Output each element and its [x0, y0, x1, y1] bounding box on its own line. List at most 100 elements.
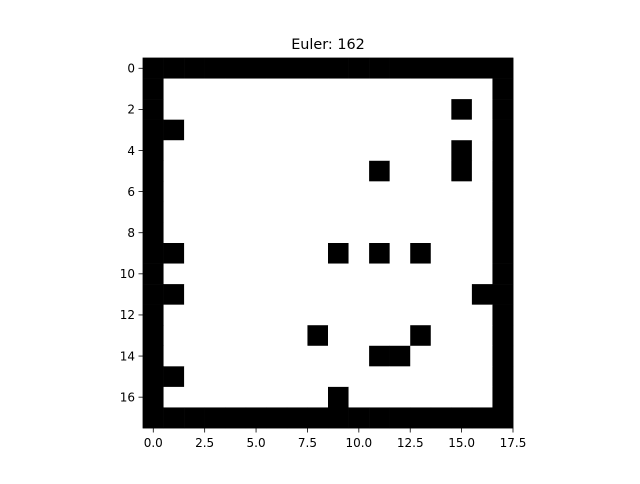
- heatmap-cell-9-16: [472, 243, 493, 264]
- heatmap-cell-10-16: [472, 264, 493, 285]
- heatmap-cell-11-5: [246, 284, 267, 305]
- heatmap-cell-3-3: [205, 120, 226, 141]
- heatmap-cell-5-12: [390, 161, 411, 182]
- heatmap-cell-3-5: [246, 120, 267, 141]
- heatmap-cell-8-4: [225, 222, 246, 243]
- heatmap-cell-11-9: [328, 284, 349, 305]
- heatmap-cell-3-9: [328, 120, 349, 141]
- heatmap-cell-1-6: [266, 79, 287, 100]
- heatmap-cell-16-3: [205, 387, 226, 408]
- heatmap-cell-8-17: [492, 222, 513, 243]
- x-axis: 0.0 2.5 5.0 7.5 10.0 12.5 15.0 17.5: [144, 428, 527, 450]
- heatmap-cell-2-5: [246, 99, 267, 120]
- heatmap-cell-5-11: [369, 161, 390, 182]
- heatmap-cell-16-8: [307, 387, 328, 408]
- heatmap-cell-14-11: [369, 346, 390, 367]
- heatmap-cell-7-16: [472, 202, 493, 223]
- heatmap-cell-9-3: [205, 243, 226, 264]
- heatmap-cell-5-10: [349, 161, 370, 182]
- heatmap-cell-3-13: [410, 120, 431, 141]
- heatmap-cell-3-1: [164, 120, 185, 141]
- heatmap-cell-8-2: [184, 222, 205, 243]
- heatmap-cell-17-16: [472, 407, 493, 428]
- heatmap-cell-11-16: [472, 284, 493, 305]
- heatmap-cell-5-6: [266, 161, 287, 182]
- heatmap-cell-11-14: [431, 284, 452, 305]
- heatmap-cell-2-7: [287, 99, 308, 120]
- heatmap-cell-1-16: [472, 79, 493, 100]
- heatmap-cell-13-15: [451, 325, 472, 346]
- heatmap-cell-3-15: [451, 120, 472, 141]
- heatmap-cell-16-5: [246, 387, 267, 408]
- heatmap-cell-12-3: [205, 305, 226, 326]
- heatmap-cell-10-8: [307, 264, 328, 285]
- heatmap-cell-5-4: [225, 161, 246, 182]
- heatmap-cell-7-6: [266, 202, 287, 223]
- heatmap-cell-3-16: [472, 120, 493, 141]
- heatmap-cell-16-11: [369, 387, 390, 408]
- heatmap-cell-13-17: [492, 325, 513, 346]
- heatmap-cell-12-11: [369, 305, 390, 326]
- heatmap-cell-16-7: [287, 387, 308, 408]
- heatmap-cell-0-2: [184, 58, 205, 79]
- heatmap-cell-11-0: [143, 284, 164, 305]
- heatmap-cell-6-2: [184, 181, 205, 202]
- y-tick-label: 10: [120, 267, 135, 281]
- heatmap-cell-6-3: [205, 181, 226, 202]
- heatmap-cell-2-0: [143, 99, 164, 120]
- heatmap-cell-1-7: [287, 79, 308, 100]
- heatmap-cell-15-17: [492, 366, 513, 387]
- heatmap-cell-12-0: [143, 305, 164, 326]
- heatmap-cell-10-13: [410, 264, 431, 285]
- y-tick-label: 16: [120, 390, 135, 404]
- heatmap-cell-5-17: [492, 161, 513, 182]
- heatmap-cell-5-13: [410, 161, 431, 182]
- heatmap-cell-5-9: [328, 161, 349, 182]
- heatmap-cell-4-6: [266, 140, 287, 161]
- heatmap-cell-14-5: [246, 346, 267, 367]
- heatmap-cell-14-16: [472, 346, 493, 367]
- heatmap-cell-10-4: [225, 264, 246, 285]
- heatmap-cell-15-3: [205, 366, 226, 387]
- heatmap-cell-14-12: [390, 346, 411, 367]
- heatmap-cell-7-15: [451, 202, 472, 223]
- heatmap-cell-8-12: [390, 222, 411, 243]
- heatmap-cell-3-2: [184, 120, 205, 141]
- heatmap-cell-2-12: [390, 99, 411, 120]
- heatmap-cell-15-4: [225, 366, 246, 387]
- heatmap-cell-17-15: [451, 407, 472, 428]
- heatmap-cell-17-5: [246, 407, 267, 428]
- heatmap-cell-0-10: [349, 58, 370, 79]
- heatmap-cell-5-5: [246, 161, 267, 182]
- heatmap-cell-4-11: [369, 140, 390, 161]
- heatmap-cell-17-3: [205, 407, 226, 428]
- heatmap-cell-3-10: [349, 120, 370, 141]
- heatmap-cell-9-2: [184, 243, 205, 264]
- heatmap-cell-15-11: [369, 366, 390, 387]
- heatmap-cell-16-0: [143, 387, 164, 408]
- heatmap-cell-13-9: [328, 325, 349, 346]
- heatmap-cell-8-11: [369, 222, 390, 243]
- heatmap-cell-9-11: [369, 243, 390, 264]
- heatmap-cell-15-14: [431, 366, 452, 387]
- heatmap-cell-10-0: [143, 264, 164, 285]
- heatmap-cell-5-7: [287, 161, 308, 182]
- heatmap-cell-14-14: [431, 346, 452, 367]
- heatmap-cell-1-1: [164, 79, 185, 100]
- heatmap-cell-10-10: [349, 264, 370, 285]
- heatmap-cell-16-9: [328, 387, 349, 408]
- heatmap-cell-4-0: [143, 140, 164, 161]
- heatmap-cell-3-17: [492, 120, 513, 141]
- heatmap-cell-16-12: [390, 387, 411, 408]
- heatmap-cell-0-15: [451, 58, 472, 79]
- heatmap-cell-8-5: [246, 222, 267, 243]
- heatmap-cell-10-9: [328, 264, 349, 285]
- heatmap-cell-6-13: [410, 181, 431, 202]
- heatmap-cell-13-7: [287, 325, 308, 346]
- heatmap-cell-8-6: [266, 222, 287, 243]
- heatmap-cell-2-2: [184, 99, 205, 120]
- heatmap-cell-15-13: [410, 366, 431, 387]
- heatmap-cell-14-13: [410, 346, 431, 367]
- heatmap-cell-11-12: [390, 284, 411, 305]
